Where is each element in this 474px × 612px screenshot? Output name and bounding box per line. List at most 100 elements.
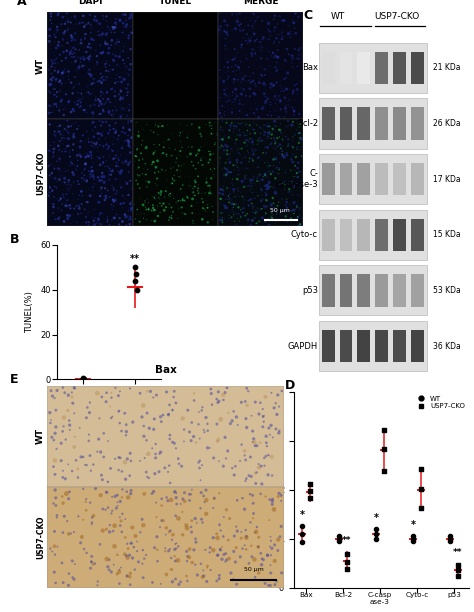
Point	[447, 536, 454, 546]
Point	[152, 178, 159, 188]
Point	[181, 488, 188, 498]
Point	[216, 105, 223, 115]
Point	[289, 143, 297, 152]
Bar	[375, 107, 388, 140]
Point	[86, 43, 94, 53]
Bar	[393, 107, 406, 140]
Point	[273, 58, 281, 67]
Point	[237, 26, 245, 36]
Point	[184, 551, 191, 561]
Point	[104, 217, 111, 226]
Point	[221, 43, 229, 53]
Point	[223, 383, 230, 393]
Point	[233, 495, 241, 505]
Point	[46, 172, 54, 182]
Point	[277, 12, 285, 21]
Point	[62, 200, 70, 209]
Point	[48, 108, 56, 118]
Point	[192, 177, 200, 187]
Point	[241, 118, 249, 127]
Point	[251, 214, 258, 223]
Point	[232, 185, 239, 195]
Point	[145, 449, 152, 459]
Point	[64, 34, 72, 44]
Point	[155, 166, 162, 176]
Point	[87, 167, 94, 177]
Point	[198, 406, 206, 416]
Point	[58, 41, 65, 51]
Point	[118, 103, 126, 113]
Point	[112, 162, 120, 171]
Point	[251, 193, 259, 203]
Point	[77, 136, 85, 146]
Point	[198, 194, 206, 204]
Point	[238, 118, 246, 128]
Point	[77, 38, 85, 48]
Point	[264, 94, 272, 103]
Point	[187, 490, 195, 499]
Point	[56, 86, 64, 96]
Point	[298, 521, 306, 531]
Point	[222, 176, 229, 186]
Point	[55, 214, 63, 223]
Point	[186, 490, 193, 499]
Point	[245, 33, 252, 43]
Point	[190, 545, 198, 554]
Text: A: A	[17, 0, 27, 8]
Point	[46, 543, 54, 553]
Point	[219, 109, 227, 119]
Point	[221, 433, 229, 442]
Point	[83, 548, 91, 558]
Point	[256, 205, 264, 215]
Point	[118, 493, 126, 502]
Point	[55, 40, 62, 50]
Point	[255, 25, 262, 35]
Point	[266, 98, 273, 108]
Point	[103, 75, 110, 85]
Point	[283, 122, 291, 132]
Point	[85, 217, 92, 227]
Point	[238, 72, 246, 82]
Point	[60, 217, 68, 226]
Point	[88, 20, 95, 30]
Point	[255, 153, 263, 163]
Point	[226, 513, 233, 523]
Bar	[375, 163, 388, 195]
Point	[223, 97, 230, 106]
Point	[259, 186, 266, 196]
Point	[262, 170, 269, 180]
Point	[288, 120, 296, 130]
Point	[86, 398, 94, 408]
Point	[293, 215, 301, 225]
Point	[110, 128, 118, 138]
Point	[263, 190, 270, 200]
Point	[159, 410, 167, 420]
Point	[283, 203, 291, 212]
Point	[254, 173, 261, 183]
Point	[249, 157, 256, 166]
Point	[169, 173, 176, 183]
Point	[88, 80, 95, 89]
Point	[238, 176, 246, 186]
Point	[265, 128, 273, 138]
Point	[119, 123, 127, 133]
Point	[206, 543, 214, 553]
Point	[104, 162, 112, 171]
Point	[127, 569, 134, 578]
Point	[288, 155, 295, 165]
Point	[275, 30, 283, 40]
Bar	[322, 274, 335, 307]
Point	[256, 179, 264, 188]
Point	[208, 400, 216, 409]
Point	[93, 218, 101, 228]
Point	[45, 61, 53, 70]
Point	[292, 125, 300, 135]
Point	[174, 453, 182, 463]
Point	[128, 538, 135, 548]
Point	[121, 136, 129, 146]
Point	[151, 168, 159, 177]
Point	[103, 72, 111, 82]
Point	[99, 48, 107, 58]
Point	[172, 574, 179, 584]
Point	[90, 214, 97, 223]
